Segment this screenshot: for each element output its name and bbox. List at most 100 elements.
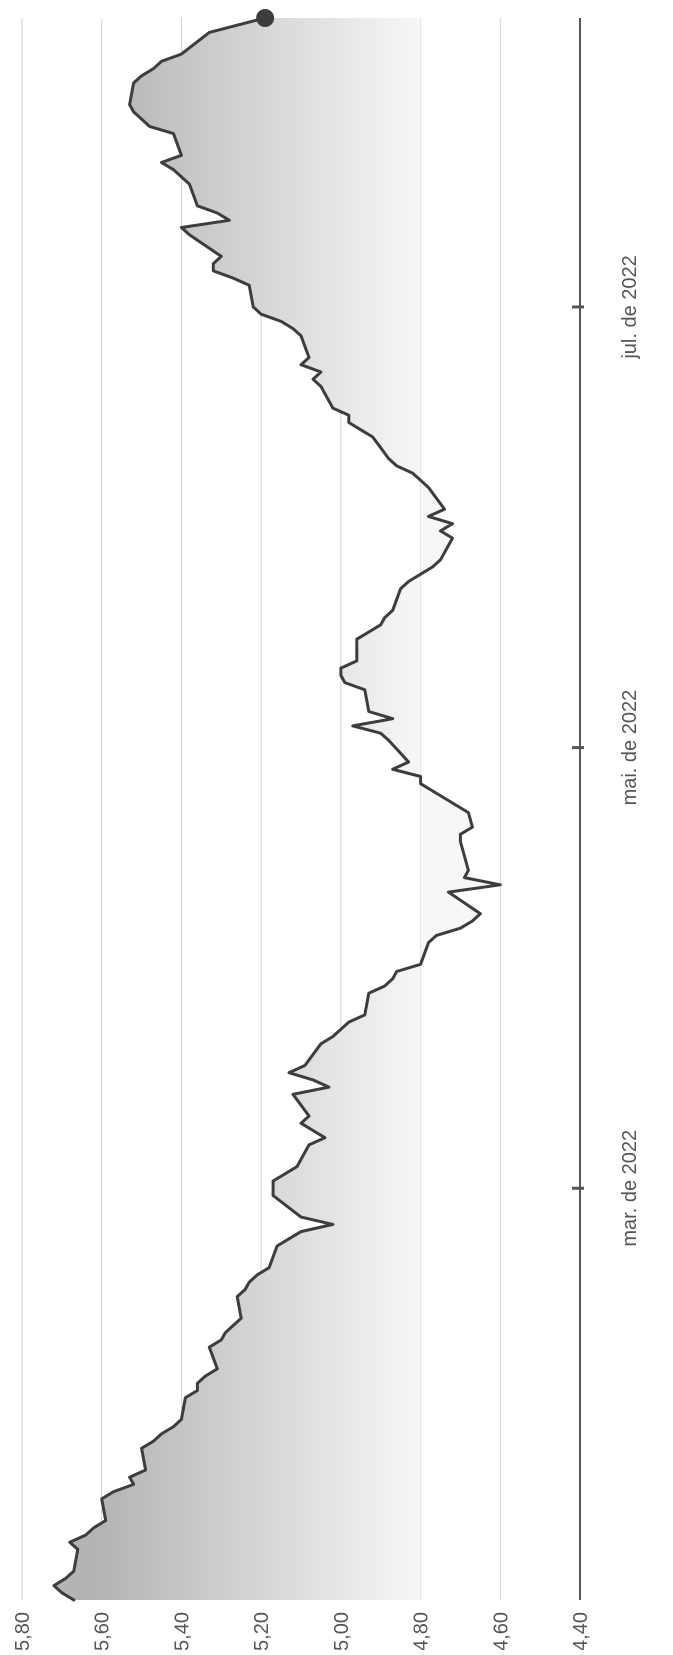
data-point	[228, 219, 231, 222]
data-point	[180, 1418, 183, 1421]
data-point	[343, 681, 346, 684]
data-point	[92, 1526, 95, 1529]
data-point	[204, 1375, 207, 1378]
tick-labels-layer: 4,40 4,60 4,80 5,00 5,20 5,40 5,60 5,80 mar. de …	[12, 255, 641, 1651]
data-point	[60, 1591, 63, 1594]
data-point	[479, 912, 482, 915]
data-point	[160, 1432, 163, 1435]
date-tick-label: jul. de 2022	[619, 255, 641, 359]
data-point	[347, 1021, 350, 1024]
data-point	[184, 1396, 187, 1399]
data-point	[419, 782, 422, 785]
data-point	[467, 869, 470, 872]
data-point	[68, 1541, 71, 1544]
data-point	[304, 1064, 307, 1067]
data-point	[312, 378, 315, 381]
data-point	[379, 732, 382, 735]
data-point	[359, 428, 362, 431]
data-point	[196, 1382, 199, 1385]
data-point	[419, 573, 422, 576]
data-point	[132, 110, 135, 113]
data-point	[236, 1295, 239, 1298]
data-point	[391, 609, 394, 612]
last-point-marker	[256, 9, 275, 27]
data-point	[276, 1245, 279, 1248]
data-point	[367, 710, 370, 713]
data-point	[300, 1216, 303, 1219]
data-point	[319, 385, 322, 388]
data-point	[220, 255, 223, 258]
data-point	[427, 941, 430, 944]
data-point	[272, 1180, 275, 1183]
data-point	[439, 558, 442, 561]
data-point	[383, 985, 386, 988]
data-point	[172, 1425, 175, 1428]
data-point	[355, 638, 358, 641]
value-tick-label: 5,20	[251, 1612, 273, 1650]
data-point	[427, 486, 430, 489]
data-point	[463, 876, 466, 879]
data-point	[140, 118, 143, 121]
data-point	[308, 1115, 311, 1118]
data-point	[300, 334, 303, 337]
data-point	[172, 168, 175, 171]
data-point	[383, 616, 386, 619]
data-point	[172, 132, 175, 135]
series-line-layer	[52, 16, 502, 1602]
value-tick-label: 4,60	[490, 1612, 512, 1650]
data-point	[268, 1266, 271, 1269]
data-point	[419, 775, 422, 778]
value-tick-label: 5,40	[171, 1612, 193, 1650]
series-line	[52, 16, 502, 1602]
data-point	[72, 1599, 75, 1602]
data-point	[288, 1237, 291, 1240]
data-point	[395, 464, 398, 467]
data-point	[319, 371, 322, 374]
data-point	[391, 977, 394, 980]
data-point	[112, 1490, 115, 1493]
data-point	[363, 1013, 366, 1016]
data-point	[256, 1273, 259, 1276]
data-point	[220, 1338, 223, 1341]
data-point	[451, 537, 454, 540]
data-point	[308, 1143, 311, 1146]
data-point	[387, 457, 390, 460]
data-point	[411, 472, 414, 475]
data-point	[280, 320, 283, 323]
data-point	[407, 580, 410, 583]
value-tick-label: 5,80	[12, 1612, 34, 1650]
data-point	[292, 327, 295, 330]
data-point	[132, 82, 135, 85]
data-point	[419, 963, 422, 966]
data-point	[216, 212, 219, 215]
data-point	[128, 1476, 131, 1479]
data-point	[391, 768, 394, 771]
data-point	[148, 125, 151, 128]
data-points-layer	[60, 9, 482, 1602]
data-point	[180, 53, 183, 56]
data-point	[212, 269, 215, 272]
data-point	[300, 1230, 303, 1233]
data-point	[296, 1165, 299, 1168]
data-point	[347, 421, 350, 424]
data-point	[64, 1577, 67, 1580]
data-point	[104, 1519, 107, 1522]
data-point	[371, 436, 374, 439]
data-point	[180, 175, 183, 178]
data-point	[331, 1035, 334, 1038]
data-point	[188, 183, 191, 186]
data-point	[459, 927, 462, 930]
data-point	[128, 103, 131, 106]
data-point	[232, 277, 235, 280]
data-point	[471, 920, 474, 923]
data-point	[224, 1331, 227, 1334]
data-point	[435, 934, 438, 937]
data-point	[196, 204, 199, 207]
value-tick-label: 5,00	[331, 1612, 353, 1650]
data-point	[208, 1346, 211, 1349]
data-point	[260, 313, 263, 316]
data-point	[232, 1324, 235, 1327]
data-point	[140, 1447, 143, 1450]
data-point	[188, 233, 191, 236]
data-point	[443, 508, 446, 511]
